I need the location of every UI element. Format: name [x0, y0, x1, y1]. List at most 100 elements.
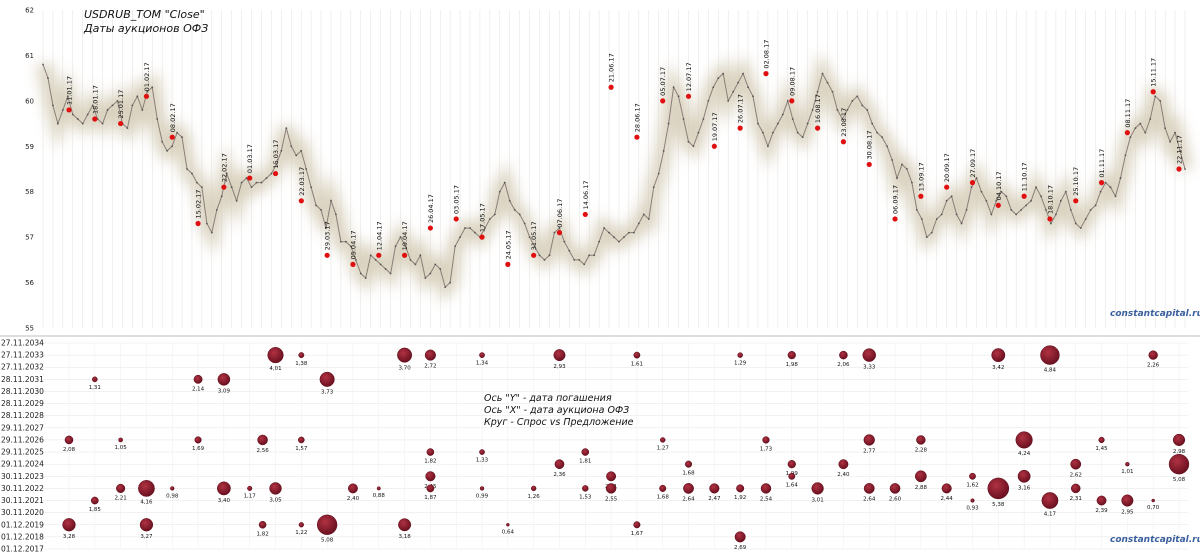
- bubble: [194, 436, 202, 444]
- auction-date-label: 11.01.17: [66, 76, 74, 105]
- auction-date-label: 29.03.17: [324, 221, 332, 250]
- close-point: [1084, 218, 1087, 220]
- close-point: [161, 140, 164, 143]
- close-point: [568, 249, 571, 252]
- close-point: [861, 104, 864, 107]
- close-point: [47, 77, 49, 80]
- close-point: [593, 254, 596, 257]
- auction-date-label: 31.05.17: [530, 221, 538, 250]
- bubble-value-label: 1,82: [256, 531, 268, 537]
- auction-dot: [608, 84, 614, 90]
- bubble-value-label: 3,27: [140, 534, 153, 540]
- auction-date-label: 12.07.17: [685, 62, 693, 91]
- close-point: [955, 213, 958, 216]
- auction-dot: [866, 161, 872, 168]
- bubble-value-label: 2,88: [915, 485, 928, 491]
- close-point: [275, 163, 278, 166]
- bubble: [991, 348, 1006, 363]
- close-point: [1144, 131, 1147, 134]
- close-point: [950, 195, 953, 198]
- close-point: [940, 213, 943, 216]
- close-point: [116, 99, 119, 102]
- bubble: [64, 435, 74, 445]
- bubble-value-label: 2,21: [115, 496, 127, 502]
- close-point: [235, 199, 238, 202]
- bubble-value-label: 3,70: [398, 365, 411, 371]
- close-point: [891, 159, 893, 161]
- bubble-value-label: 4,24: [1018, 451, 1031, 457]
- close-point: [498, 190, 501, 193]
- bubble-value-label: 2,44: [941, 496, 954, 502]
- bubble: [1172, 433, 1186, 447]
- bubble-value-label: 0,70: [1147, 505, 1160, 511]
- close-point: [677, 95, 680, 98]
- bubble: [863, 434, 875, 446]
- auction-date-label: 22.03.17: [298, 167, 306, 196]
- auction-dot: [789, 98, 795, 104]
- close-point: [1109, 186, 1112, 189]
- close-point: [484, 227, 486, 229]
- auction-dot: [66, 107, 72, 113]
- close-point: [1139, 122, 1142, 125]
- close-point: [558, 227, 561, 229]
- close-point: [811, 109, 814, 111]
- close-point: [240, 181, 243, 184]
- bubble-value-label: 1,45: [1095, 446, 1108, 452]
- bubble-value-label: 2,95: [1121, 509, 1134, 515]
- bubble-value-label: 5,08: [321, 538, 334, 544]
- close-point: [1094, 204, 1097, 207]
- close-point: [429, 272, 432, 275]
- close-point: [1015, 213, 1018, 216]
- bubble: [553, 349, 566, 362]
- close-point: [707, 99, 710, 102]
- close-point: [588, 254, 591, 257]
- auction-date-label: 09.08.17: [788, 67, 796, 96]
- close-point: [295, 154, 298, 157]
- bubble-value-label: 2,72: [424, 363, 436, 369]
- bubble: [762, 436, 770, 444]
- close-point: [290, 145, 293, 148]
- bubble: [397, 347, 413, 363]
- bubble-value-label: 1,53: [579, 494, 592, 500]
- bubble-value-label: 0,98: [166, 493, 179, 499]
- close-point: [61, 109, 64, 111]
- auction-dot: [1073, 198, 1079, 204]
- auction-date-label: 17.05.17: [479, 203, 487, 232]
- close-point: [1064, 190, 1067, 193]
- auction-dot: [427, 225, 433, 231]
- bubble-value-label: 3,42: [992, 365, 1004, 371]
- maturity-tick-label: 28.11.2030: [1, 387, 44, 396]
- bubble-value-label: 1,26: [528, 494, 541, 500]
- close-point: [548, 254, 551, 257]
- close-point: [742, 72, 744, 75]
- close-point: [613, 236, 615, 239]
- close-point: [771, 131, 774, 134]
- maturity-tick-label: 29.11.2024: [1, 460, 44, 469]
- close-point: [384, 268, 387, 270]
- close-point: [325, 227, 327, 229]
- close-point: [990, 213, 993, 216]
- close-point: [225, 172, 228, 175]
- auction-dot: [685, 93, 692, 99]
- bubble: [116, 483, 126, 493]
- bottom-grid: [40, 342, 1188, 550]
- auction-dot: [995, 202, 1001, 208]
- auction-date-label: 06.09.17: [892, 185, 900, 214]
- close-point: [762, 131, 764, 134]
- bubble: [425, 471, 436, 482]
- bubble-value-label: 1,17: [244, 494, 257, 500]
- auction-dot: [221, 184, 227, 190]
- auction-dot: [944, 184, 950, 190]
- close-point: [518, 213, 521, 216]
- bubble: [316, 514, 338, 535]
- close-point: [737, 81, 740, 84]
- bubble: [862, 348, 876, 362]
- bubble-value-label: 3,73: [321, 390, 334, 396]
- close-point: [682, 118, 685, 120]
- bubble: [709, 483, 720, 494]
- close-point: [404, 245, 407, 248]
- bubble-value-label: 1,68: [657, 495, 670, 501]
- bubble-value-label: 1,67: [631, 531, 644, 537]
- bubble-value-label: 1,57: [295, 446, 308, 452]
- auction-date-label: 23.08.17: [840, 108, 848, 137]
